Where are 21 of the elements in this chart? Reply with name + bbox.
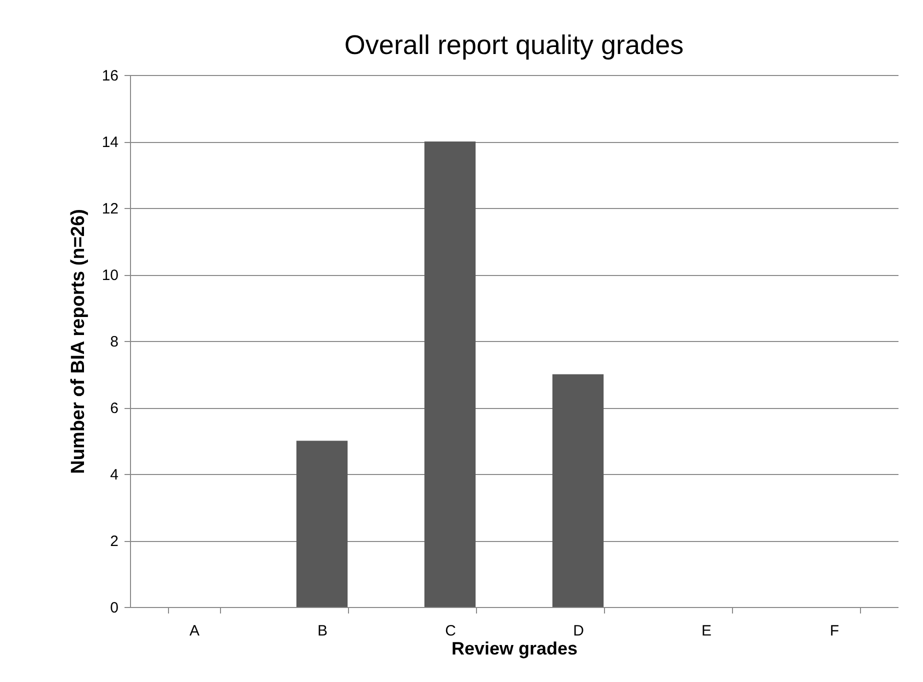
bar [424, 142, 476, 607]
y-tick-label: 12 [102, 200, 118, 218]
y-tick-label: 16 [102, 68, 118, 84]
x-tick-label: D [573, 622, 584, 640]
x-axis-title: Review grades [451, 638, 578, 658]
y-tick-label: 14 [102, 134, 118, 151]
x-tick-label: E [701, 622, 712, 640]
y-tick-label: 6 [110, 400, 118, 417]
y-tick-label: 0 [110, 600, 118, 616]
bar [552, 374, 604, 607]
x-tick-label: F [830, 622, 840, 640]
y-tick-label: 10 [102, 267, 118, 284]
x-tick-label: C [445, 622, 456, 640]
y-tick-label: 2 [110, 533, 118, 550]
y-tick-label: 8 [110, 334, 118, 350]
y-tick-label: 4 [110, 466, 118, 484]
y-axis-title: Number of BIA reports (n=26) [68, 209, 89, 474]
x-tick-label: B [317, 622, 328, 640]
bar [296, 440, 348, 607]
x-tick-label: A [189, 622, 200, 640]
chart-title: Overall report quality grades [344, 30, 684, 60]
